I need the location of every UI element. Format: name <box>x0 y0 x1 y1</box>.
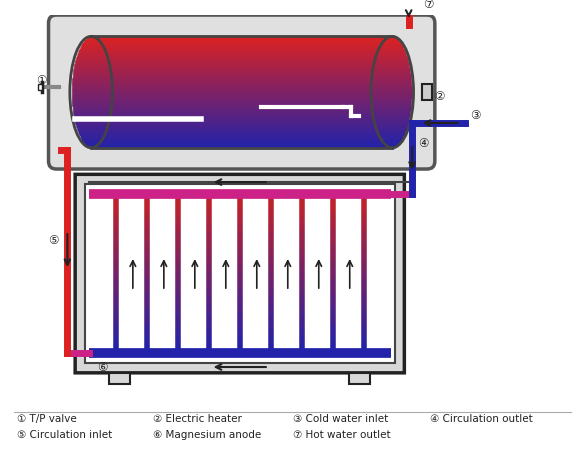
Text: ③: ③ <box>470 109 481 122</box>
Bar <box>109 373 130 385</box>
Text: ③ Cold water inlet: ③ Cold water inlet <box>293 414 389 424</box>
Text: ⑥ Magnesium anode: ⑥ Magnesium anode <box>152 430 261 440</box>
Bar <box>349 373 370 385</box>
Text: ⑤ Circulation inlet: ⑤ Circulation inlet <box>17 430 113 440</box>
Bar <box>38 84 42 90</box>
Bar <box>85 184 394 363</box>
Bar <box>423 84 432 100</box>
Text: ⑦ Hot water outlet: ⑦ Hot water outlet <box>293 430 391 440</box>
Text: ②: ② <box>434 90 445 103</box>
FancyBboxPatch shape <box>49 15 435 169</box>
Bar <box>91 36 392 148</box>
Text: ⑥: ⑥ <box>97 360 107 374</box>
Text: ⑦: ⑦ <box>423 0 433 11</box>
FancyBboxPatch shape <box>75 174 404 373</box>
Text: ⑤: ⑤ <box>49 235 59 247</box>
Text: ④ Circulation outlet: ④ Circulation outlet <box>431 414 533 424</box>
Text: ①: ① <box>36 74 47 87</box>
Text: ① T/P valve: ① T/P valve <box>17 414 77 424</box>
Text: ② Electric heater: ② Electric heater <box>152 414 241 424</box>
Text: ④: ④ <box>418 137 429 151</box>
